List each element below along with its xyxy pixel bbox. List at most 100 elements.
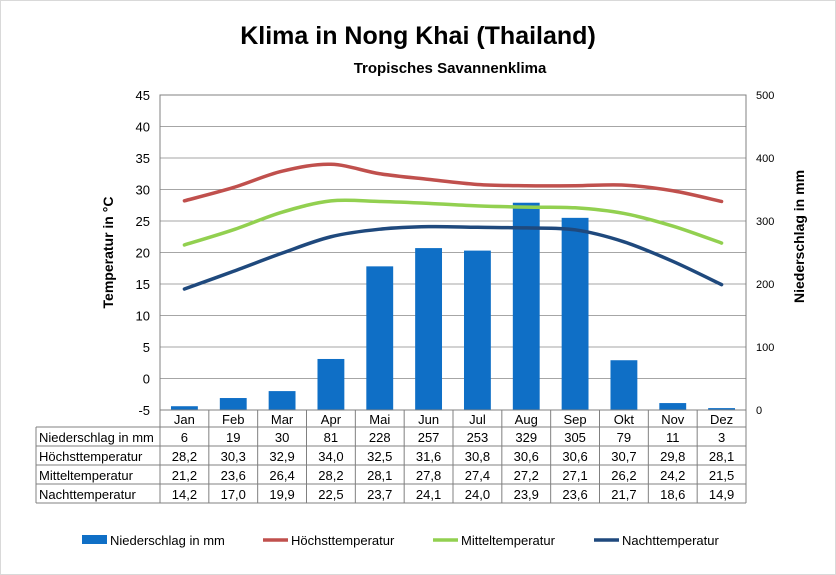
x-tick-label: Mar bbox=[271, 412, 294, 427]
table-cell: 17,0 bbox=[221, 487, 246, 502]
line-mitteltemperatur bbox=[182, 198, 724, 247]
table-cell: 30,8 bbox=[465, 449, 490, 464]
table-cell: 27,4 bbox=[465, 468, 490, 483]
bar-okt bbox=[610, 360, 638, 410]
table-cell: 257 bbox=[418, 430, 440, 445]
table-cell: 27,2 bbox=[514, 468, 539, 483]
bar-sep bbox=[561, 217, 589, 410]
table-cell: 11 bbox=[666, 430, 680, 445]
bar-feb bbox=[219, 398, 247, 410]
legend-label: Höchsttemperatur bbox=[291, 533, 395, 548]
table-cell: 228 bbox=[369, 430, 391, 445]
y-tick-left: -5 bbox=[138, 403, 150, 418]
table-row-label: Höchsttemperatur bbox=[39, 449, 143, 464]
bar-apr bbox=[317, 358, 345, 410]
bar-jul bbox=[463, 250, 491, 410]
precipitation-bars bbox=[170, 202, 736, 410]
table-cell: 14,9 bbox=[709, 487, 734, 502]
y-tick-right: 0 bbox=[756, 405, 762, 417]
table-cell: 81 bbox=[324, 430, 338, 445]
legend: Niederschlag in mm Höchsttemperatur Mittel… bbox=[82, 533, 719, 548]
table-cell: 26,2 bbox=[611, 468, 636, 483]
y-tick-left: 25 bbox=[136, 214, 150, 229]
x-tick-label: Dez bbox=[710, 412, 733, 427]
table-cell: 18,6 bbox=[660, 487, 685, 502]
table-row-label: Mitteltemperatur bbox=[39, 468, 134, 483]
table-cell: 23,9 bbox=[514, 487, 539, 502]
table-cell: 34,0 bbox=[318, 449, 343, 464]
table-cell: 32,5 bbox=[367, 449, 392, 464]
table-cell: 29,8 bbox=[660, 449, 685, 464]
x-tick-label: Jan bbox=[174, 412, 195, 427]
y-tick-left: 0 bbox=[143, 372, 150, 387]
table-cell: 26,4 bbox=[269, 468, 294, 483]
x-tick-label: Apr bbox=[321, 412, 342, 427]
table-cell: 30 bbox=[275, 430, 289, 445]
y-tick-left: 20 bbox=[136, 246, 150, 261]
table-cell: 30,6 bbox=[562, 449, 587, 464]
bar-nov bbox=[659, 403, 687, 410]
table-cell: 21,2 bbox=[172, 468, 197, 483]
table-cell: 30,7 bbox=[611, 449, 636, 464]
bar-mai bbox=[366, 266, 394, 410]
x-tick-label: Feb bbox=[222, 412, 244, 427]
table-cell: 3 bbox=[718, 430, 725, 445]
y-tick-left: 35 bbox=[136, 151, 150, 166]
table-cell: 28,1 bbox=[367, 468, 392, 483]
table-row-label: Nachttemperatur bbox=[39, 487, 136, 502]
table-cell: 19 bbox=[226, 430, 240, 445]
table-cell: 27,1 bbox=[562, 468, 587, 483]
x-tick-label: Jul bbox=[469, 412, 486, 427]
y-tick-left: 15 bbox=[136, 277, 150, 292]
table-cell: 28,2 bbox=[172, 449, 197, 464]
y-tick-right: 400 bbox=[756, 153, 774, 165]
y-tick-right: 300 bbox=[756, 216, 774, 228]
table-cell: 21,7 bbox=[611, 487, 636, 502]
table-cell: 24,2 bbox=[660, 468, 685, 483]
x-tick-label: Okt bbox=[614, 412, 635, 427]
y-tick-left: 30 bbox=[136, 183, 150, 198]
table-cell: 14,2 bbox=[172, 487, 197, 502]
y-tick-left: 45 bbox=[136, 88, 150, 103]
legend-swatch-niederschlag-in-mm bbox=[82, 535, 107, 544]
bar-mar bbox=[268, 391, 296, 410]
table-cell: 27,8 bbox=[416, 468, 441, 483]
table-cell: 23,6 bbox=[562, 487, 587, 502]
table-cell: 305 bbox=[564, 430, 586, 445]
table-cell: 30,3 bbox=[221, 449, 246, 464]
bar-jun bbox=[415, 248, 443, 410]
x-tick-label: Sep bbox=[564, 412, 587, 427]
bar-jan bbox=[170, 406, 198, 410]
table-cell: 28,2 bbox=[318, 468, 343, 483]
table-cell: 23,6 bbox=[221, 468, 246, 483]
line-nachttemperatur bbox=[182, 224, 724, 291]
bar-dez bbox=[708, 408, 736, 410]
table-cell: 6 bbox=[181, 430, 188, 445]
table-cell: 24,1 bbox=[416, 487, 441, 502]
y-tick-left: 5 bbox=[143, 340, 150, 355]
y-tick-right: 200 bbox=[756, 279, 774, 291]
y-axis-right-label: Niederschlag in mm bbox=[791, 170, 807, 303]
table-cell: 30,6 bbox=[514, 449, 539, 464]
table-row-label: Niederschlag in mm bbox=[39, 430, 154, 445]
x-tick-label: Mai bbox=[369, 412, 390, 427]
x-tick-label: Nov bbox=[661, 412, 685, 427]
chart-title: Klima in Nong Khai (Thailand) bbox=[240, 22, 596, 50]
legend-label: Nachttemperatur bbox=[622, 533, 719, 548]
table-cell: 28,1 bbox=[709, 449, 734, 464]
y-tick-right: 100 bbox=[756, 342, 774, 354]
table-cell: 79 bbox=[617, 430, 631, 445]
table-cell: 21,5 bbox=[709, 468, 734, 483]
y-axis-left-label: Temperatur in °C bbox=[100, 197, 116, 309]
table-cell: 19,9 bbox=[269, 487, 294, 502]
axes: 45 40 35 30 25 20 15 10 5 0 -5 500 400 300 200 100 0 Temp… bbox=[100, 88, 807, 418]
table-cell: 22,5 bbox=[318, 487, 343, 502]
x-tick-label: Aug bbox=[515, 412, 538, 427]
table-cell: 31,6 bbox=[416, 449, 441, 464]
legend-label: Niederschlag in mm bbox=[110, 533, 225, 548]
bar-aug bbox=[512, 202, 540, 410]
table-cell: 329 bbox=[515, 430, 537, 445]
y-tick-right: 500 bbox=[756, 90, 774, 102]
y-tick-left: 40 bbox=[136, 120, 150, 135]
y-tick-left: 10 bbox=[136, 309, 150, 324]
